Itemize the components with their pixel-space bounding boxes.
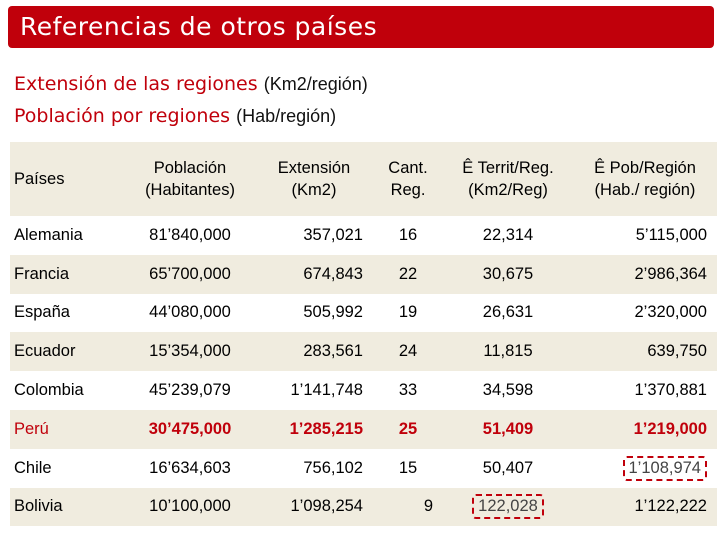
country-cell: Perú [10, 409, 125, 449]
table-row: Colombia 45’239,079 1’141,748 33 34,598 … [10, 371, 717, 410]
country-cell: España [10, 293, 125, 333]
table-row: Chile 16’634,603 756,102 15 50,407 1’108… [10, 448, 717, 488]
country-cell: Alemania [10, 216, 125, 255]
territ-reg-cell: 34,598 [443, 371, 573, 410]
cant-reg-cell: 22 [373, 254, 443, 294]
pob-region-cell: 1’108,974 [573, 448, 717, 488]
pob-region-cell: 2’986,364 [573, 254, 717, 294]
extension-cell: 505,992 [255, 293, 373, 333]
poblacion-cell: 65’700,000 [125, 254, 255, 294]
extension-cell: 1’141,748 [255, 371, 373, 410]
poblacion-cell: 81’840,000 [125, 216, 255, 255]
column-header-extension: Extensión (Km2) [255, 142, 373, 216]
countries-table: Países Población (Habitantes) Extensión (K… [10, 142, 717, 527]
extension-cell: 1’098,254 [255, 487, 373, 527]
cant-reg-cell: 25 [373, 409, 443, 449]
column-header-paises: Países [10, 142, 125, 216]
pob-region-cell: 2’320,000 [573, 293, 717, 333]
table-row: Alemania 81’840,000 357,021 16 22,314 5’… [10, 216, 717, 255]
subtitle-population: Población por regiones (Hab/región) [14, 105, 336, 127]
column-header-territ-reg: Ê Territ/Reg. (Km2/Reg) [443, 142, 573, 216]
territ-reg-cell: 26,631 [443, 293, 573, 333]
extension-cell: 1’285,215 [255, 409, 373, 449]
poblacion-cell: 30’475,000 [125, 409, 255, 449]
cant-reg-cell: 16 [373, 216, 443, 255]
country-cell: Ecuador [10, 332, 125, 372]
highlight-box: 1’108,974 [622, 455, 707, 481]
highlight-box: 122,028 [472, 494, 544, 520]
subtitle-population-text: Población por regiones [14, 105, 231, 127]
extension-cell: 756,102 [255, 448, 373, 488]
subtitle-extension: Extensión de las regiones (Km2/región) [14, 73, 368, 95]
poblacion-cell: 44’080,000 [125, 293, 255, 333]
poblacion-cell: 15’354,000 [125, 332, 255, 372]
territ-reg-cell: 22,314 [443, 216, 573, 255]
cant-reg-cell: 9 [373, 487, 443, 527]
table-row: Bolivia 10’100,000 1’098,254 9 122,028 1… [10, 487, 717, 527]
poblacion-cell: 45’239,079 [125, 371, 255, 410]
pob-region-cell: 1’122,222 [573, 487, 717, 527]
pob-region-cell: 5’115,000 [573, 216, 717, 255]
column-header-cant-reg: Cant. Reg. [373, 142, 443, 216]
cant-reg-cell: 19 [373, 293, 443, 333]
poblacion-cell: 16’634,603 [125, 448, 255, 488]
column-header-poblacion: Población (Habitantes) [125, 142, 255, 216]
page-title: Referencias de otros países [20, 12, 378, 41]
table-header-row: Países Población (Habitantes) Extensión (K… [10, 142, 717, 216]
territ-reg-cell: 51,409 [443, 409, 573, 449]
extension-cell: 674,843 [255, 254, 373, 294]
table-row-highlighted: Perú 30’475,000 1’285,215 25 51,409 1’21… [10, 409, 717, 449]
subtitle-population-unit: (Hab/región) [236, 106, 337, 126]
table-row: España 44’080,000 505,992 19 26,631 2’32… [10, 293, 717, 333]
column-header-pob-region: Ê Pob/Región (Hab./ región) [573, 142, 717, 216]
territ-reg-cell: 11,815 [443, 332, 573, 372]
subtitle-extension-unit: (Km2/región) [263, 74, 368, 94]
country-cell: Chile [10, 448, 125, 488]
cant-reg-cell: 15 [373, 448, 443, 488]
country-cell: Francia [10, 254, 125, 294]
title-banner: Referencias de otros países [8, 6, 714, 48]
territ-reg-cell: 30,675 [443, 254, 573, 294]
cant-reg-cell: 24 [373, 332, 443, 372]
country-cell: Colombia [10, 371, 125, 410]
pob-region-cell: 1’219,000 [573, 409, 717, 449]
territ-reg-cell: 50,407 [443, 448, 573, 488]
poblacion-cell: 10’100,000 [125, 487, 255, 527]
subtitle-extension-text: Extensión de las regiones [14, 73, 258, 95]
table-row: Francia 65’700,000 674,843 22 30,675 2’9… [10, 254, 717, 294]
country-cell: Bolivia [10, 487, 125, 527]
pob-region-cell: 639,750 [573, 332, 717, 372]
pob-region-cell: 1’370,881 [573, 371, 717, 410]
territ-reg-cell: 122,028 [443, 487, 573, 527]
table-row: Ecuador 15’354,000 283,561 24 11,815 639… [10, 332, 717, 372]
extension-cell: 283,561 [255, 332, 373, 372]
extension-cell: 357,021 [255, 216, 373, 255]
cant-reg-cell: 33 [373, 371, 443, 410]
